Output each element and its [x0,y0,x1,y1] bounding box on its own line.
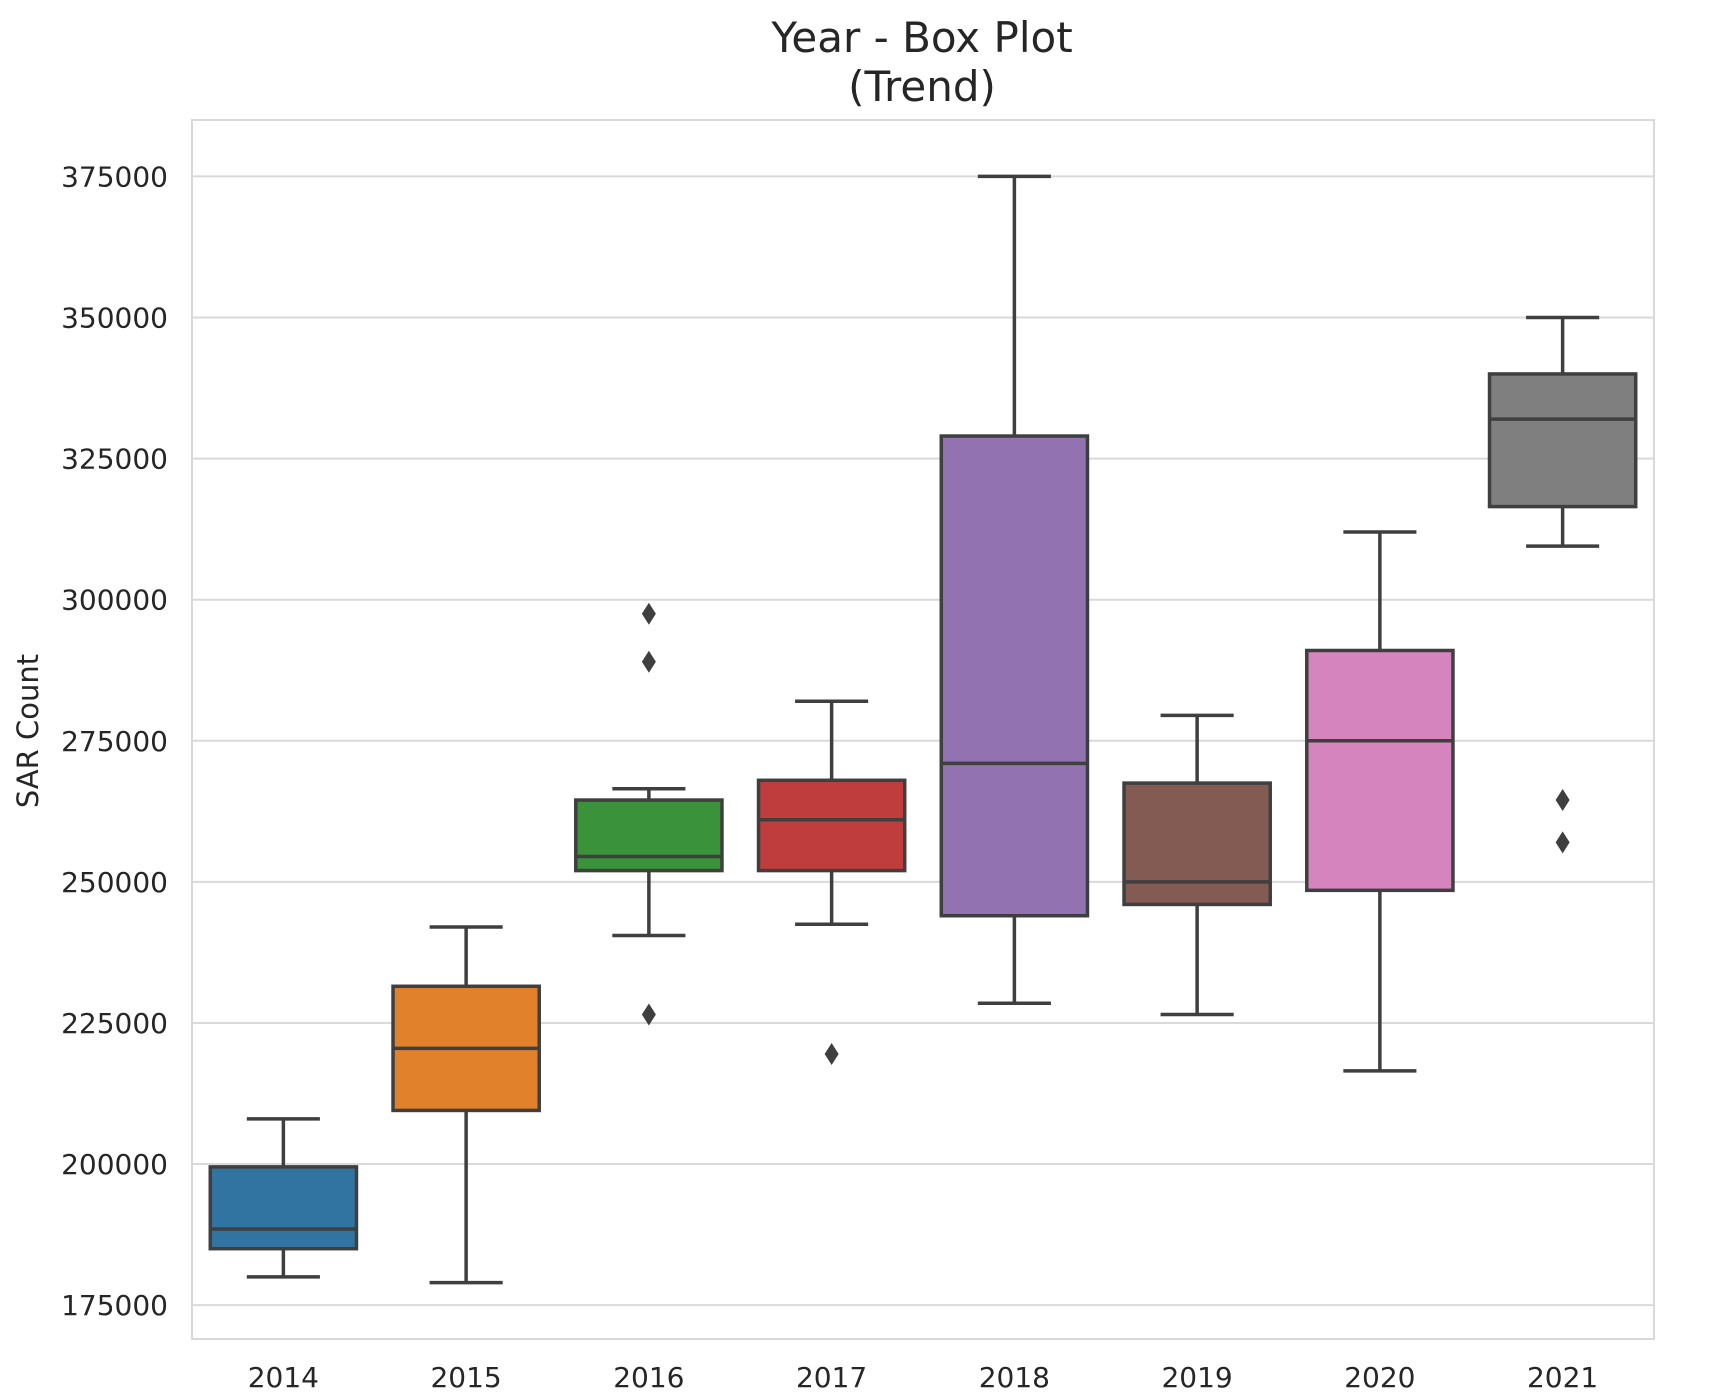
x-tick-label: 2017 [796,1361,867,1394]
box-iqr [756,778,907,873]
y-tick-label: 175000 [61,1289,168,1322]
box-iqr [1305,648,1455,893]
outlier-point [641,602,656,625]
y-axis-label: SAR Count [11,654,45,808]
outlier-point [1555,831,1570,854]
outlier-point [1555,789,1570,812]
x-tick-label: 2021 [1527,1361,1598,1394]
y-tick-label: 250000 [61,866,168,899]
box-2014 [208,1117,359,1279]
y-tick-label: 325000 [61,443,168,476]
outlier-point [641,1003,656,1026]
box-iqr [574,798,724,873]
box-2017 [756,699,907,1066]
box-2018 [939,174,1090,1005]
box-iqr [1122,781,1272,907]
y-axis-ticks: 175000 200000 225000 250000 275000 300000 3250… [61,160,168,1322]
x-axis-ticks: 2014 2015 2016 2017 2018 2019 2020 2021 [248,1361,1599,1394]
chart-subtitle: (Trend) [848,62,996,111]
y-tick-label: 375000 [61,160,168,193]
chart-title: Year - Box Plot [770,13,1072,62]
box-iqr [939,434,1090,918]
x-tick-label: 2019 [1161,1361,1232,1394]
box-2020 [1305,530,1455,1073]
box-2015 [391,925,541,1285]
x-tick-label: 2016 [613,1361,684,1394]
outlier-point [824,1043,839,1066]
y-tick-label: 225000 [61,1007,168,1040]
x-tick-label: 2015 [430,1361,501,1394]
box-2021 [1487,315,1638,854]
x-tick-label: 2020 [1344,1361,1415,1394]
x-tick-label: 2014 [248,1361,319,1394]
box-2016 [574,602,724,1026]
y-tick-label: 275000 [61,725,168,758]
box-series [208,174,1638,1285]
box-2019 [1122,713,1272,1017]
plot-frame [191,119,1655,1340]
box-iqr [1487,372,1638,509]
box-iqr [208,1165,359,1251]
y-tick-label: 350000 [61,302,168,335]
y-tick-label: 300000 [61,584,168,617]
x-tick-label: 2018 [979,1361,1050,1394]
outlier-point [641,650,656,673]
y-tick-label: 200000 [61,1148,168,1181]
